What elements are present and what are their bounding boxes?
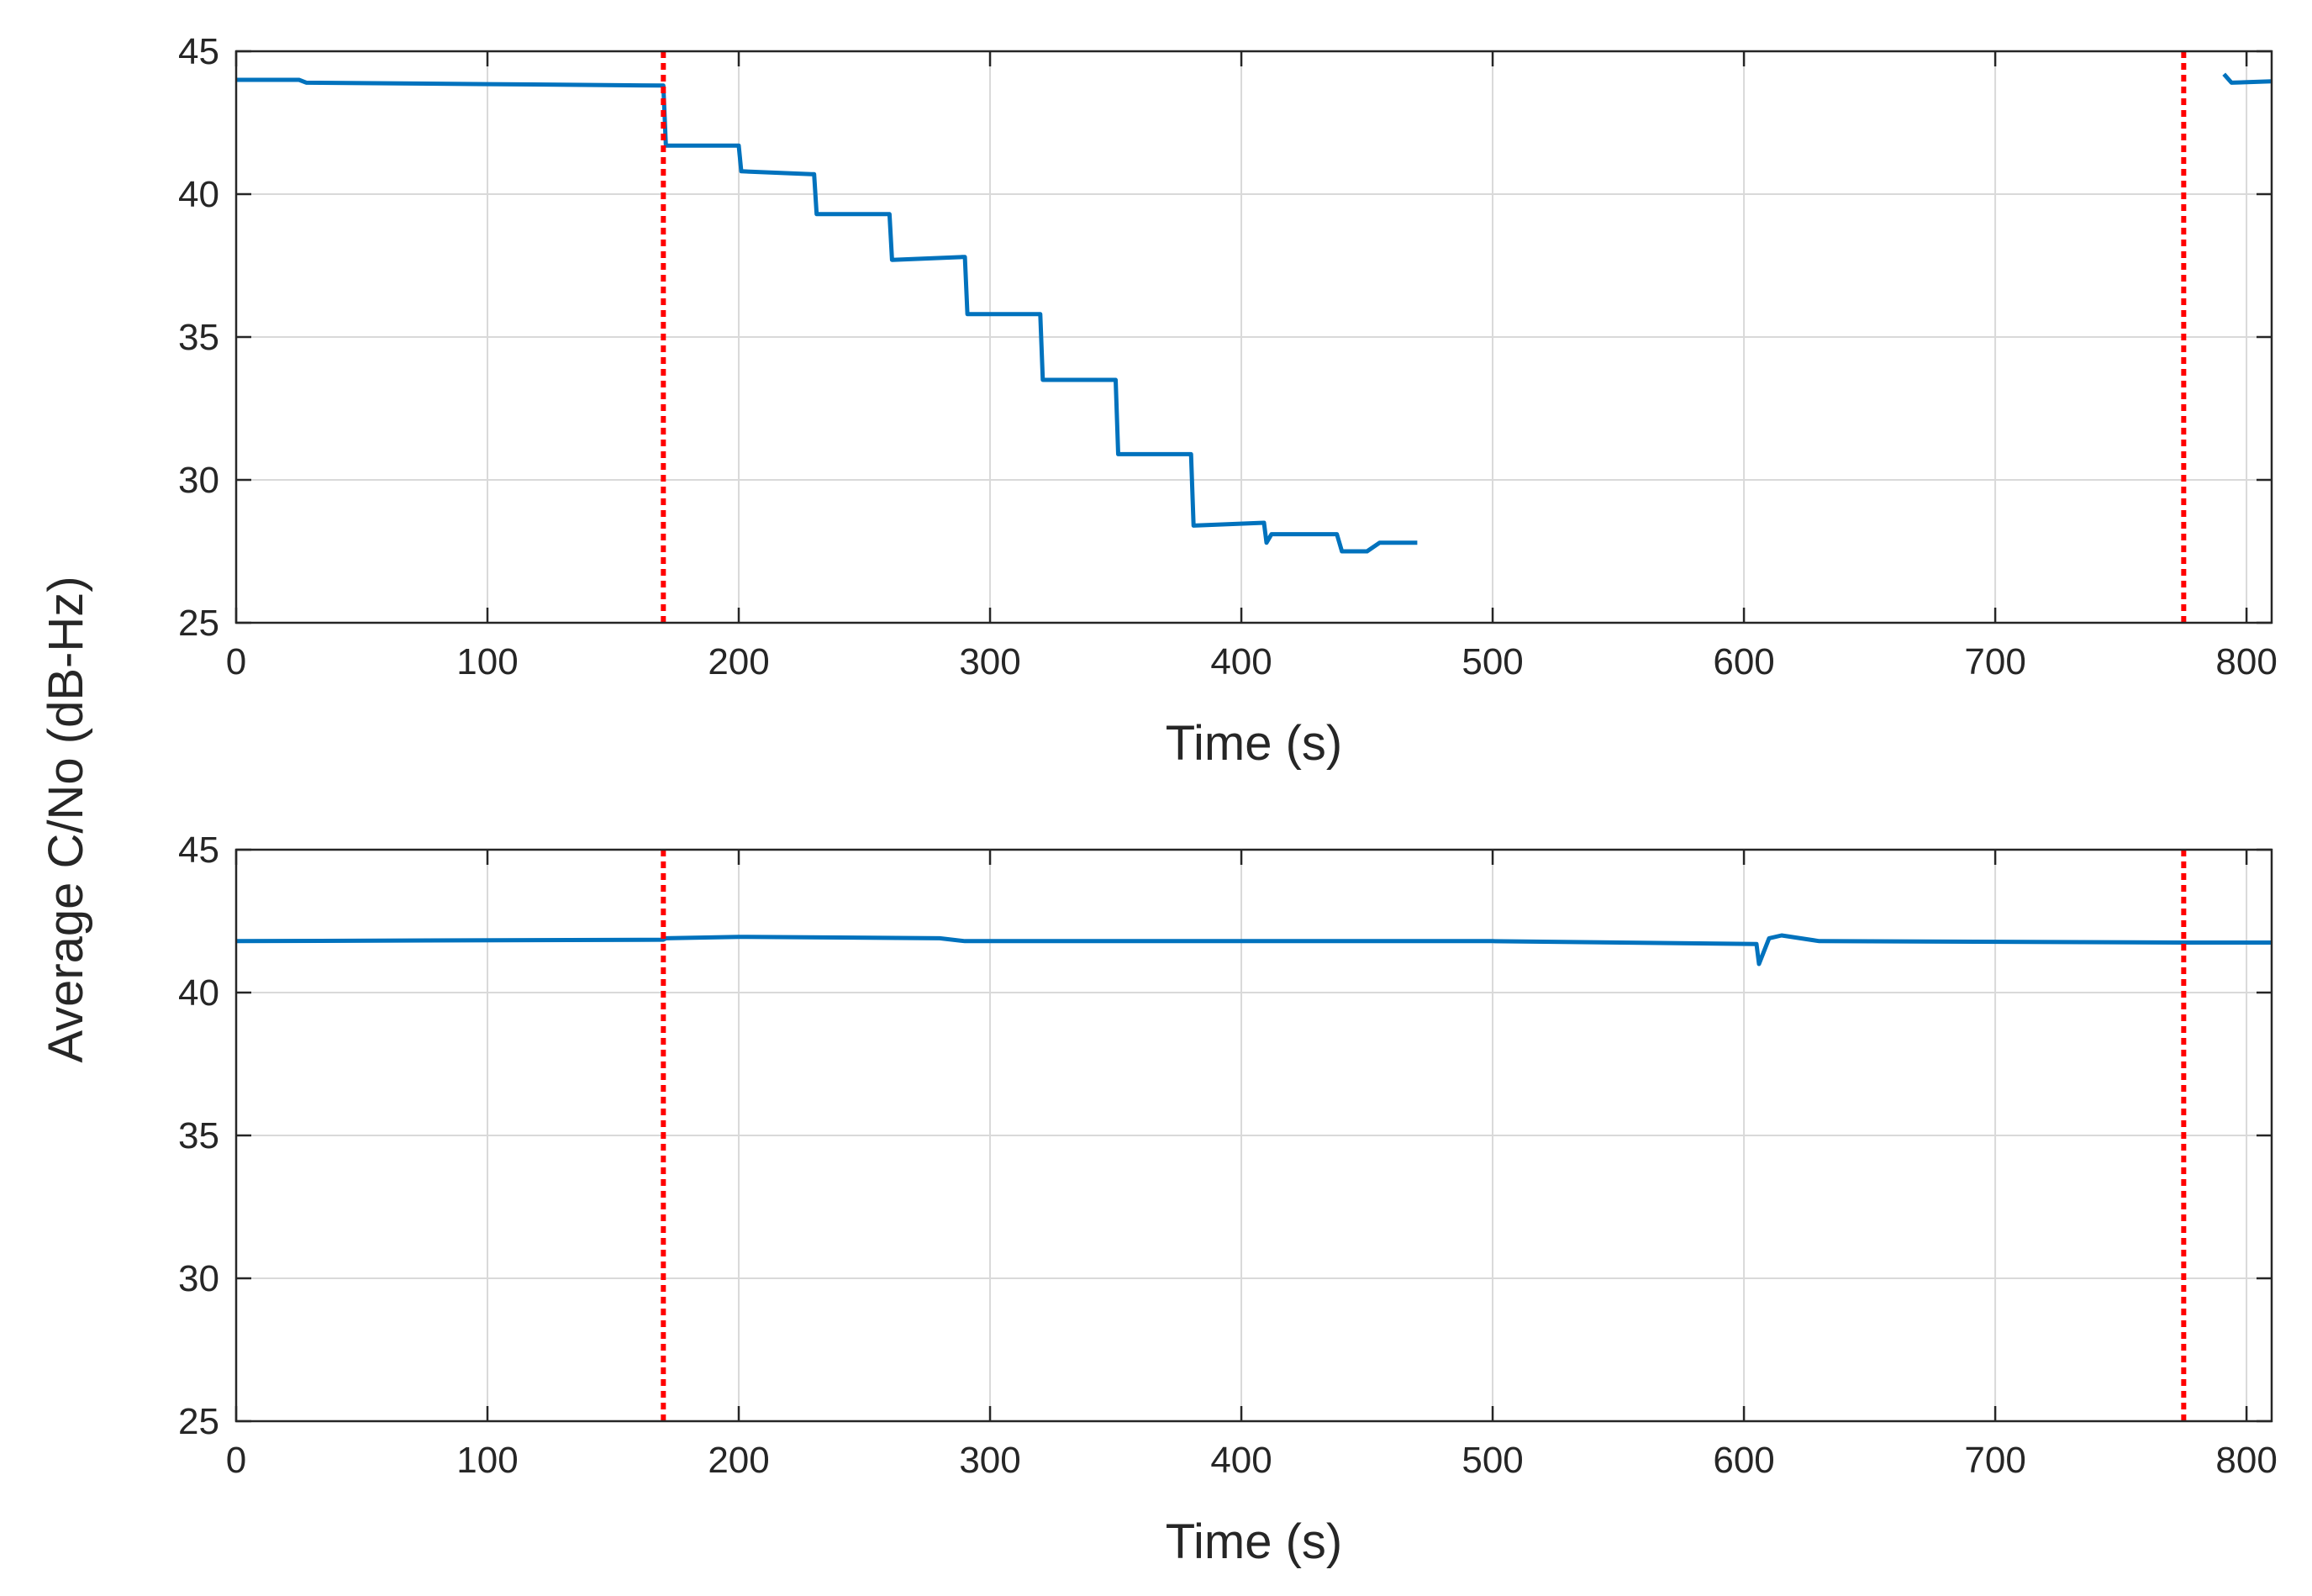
x-tick-label: 100 — [456, 641, 518, 682]
x-tick-label: 200 — [708, 641, 769, 682]
y-axis-label: Average C/No (dB-Hz) — [39, 576, 93, 1062]
x-axis-label: Time (s) — [1166, 1514, 1342, 1569]
y-tick-label: 45 — [178, 31, 219, 72]
x-tick-label: 300 — [959, 1440, 1020, 1481]
x-tick-label: 700 — [1964, 641, 2025, 682]
y-tick-label: 45 — [178, 830, 219, 871]
x-tick-label: 0 — [226, 641, 246, 682]
y-tick-label: 30 — [178, 460, 219, 501]
cno-series-line — [2222, 72, 2273, 85]
x-tick-label: 100 — [456, 1440, 518, 1481]
cno-series-line — [236, 77, 1418, 554]
x-tick-label: 0 — [226, 1440, 246, 1481]
y-tick-label: 30 — [178, 1258, 219, 1299]
x-tick-label: 600 — [1713, 1440, 1774, 1481]
cno-series-line — [235, 933, 2272, 967]
y-tick-label: 25 — [178, 1401, 219, 1442]
x-tick-label: 200 — [708, 1440, 769, 1481]
x-tick-label: 700 — [1964, 1440, 2025, 1481]
x-tick-label: 300 — [959, 641, 1020, 682]
x-tick-label: 600 — [1713, 641, 1774, 682]
x-tick-label: 800 — [2215, 1440, 2277, 1481]
bottom-plot-panel: 0 100 200 300 400 500 600 700 800 25 30 35 40 45 Time … — [178, 830, 2278, 1569]
top-plot-panel: 0 100 200 300 400 500 600 700 800 25 30 35 40 45 Time … — [178, 31, 2278, 771]
x-tick-label: 800 — [2215, 641, 2277, 682]
x-axis-label: Time (s) — [1166, 716, 1342, 771]
x-tick-label: 500 — [1461, 1440, 1523, 1481]
x-tick-label: 400 — [1210, 641, 1272, 682]
y-tick-label: 35 — [178, 317, 219, 358]
x-tick-label: 500 — [1461, 641, 1523, 682]
y-tick-label: 40 — [178, 972, 219, 1014]
y-tick-label: 35 — [178, 1115, 219, 1156]
y-tick-label: 25 — [178, 603, 219, 644]
x-tick-label: 400 — [1210, 1440, 1272, 1481]
y-tick-label: 40 — [178, 174, 219, 215]
